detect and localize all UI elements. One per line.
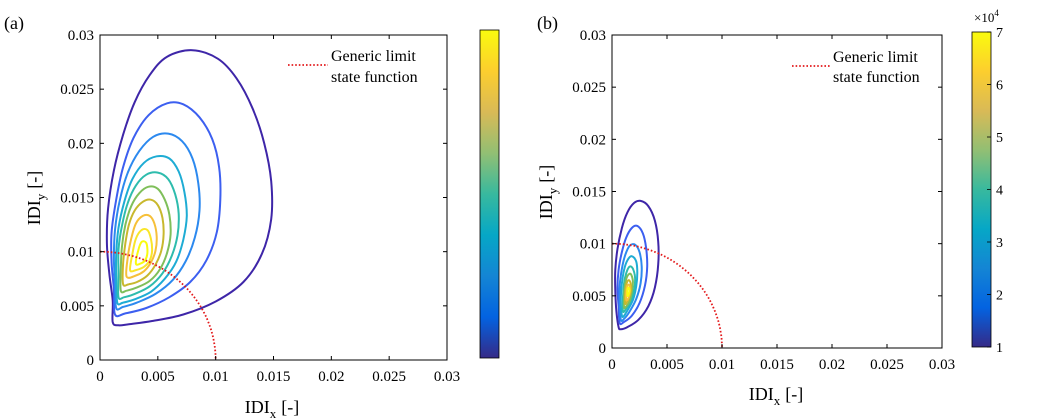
y-axis-label: IDIy[-]	[536, 165, 560, 219]
colorbar-tick-label: 6	[996, 79, 1003, 94]
x-tick-label: 0	[96, 369, 104, 385]
x-tick-label: 0.03	[929, 357, 955, 373]
panel-label: (b)	[537, 13, 558, 34]
x-axis-label: IDIx [-]	[749, 384, 803, 408]
contour-line	[128, 227, 154, 273]
x-tick-label: 0.01	[709, 357, 735, 373]
x-tick-label: 0.005	[650, 357, 684, 373]
y-axis-label: IDIy[-]	[24, 171, 48, 225]
colorbar-tick-label: 4	[996, 184, 1003, 199]
x-tick-label: 0.02	[318, 369, 344, 385]
contour-line	[134, 240, 149, 266]
x-tick-label: 0.03	[434, 369, 460, 385]
contour-line	[110, 101, 222, 318]
y-tick-label: 0.01	[580, 237, 606, 253]
y-tick-label: 0.03	[68, 28, 94, 44]
x-tick-label: 0.015	[257, 369, 291, 385]
y-tick-label: 0.025	[60, 82, 94, 98]
contour-line	[619, 255, 639, 319]
legend-line-2: state function	[331, 69, 418, 86]
x-tick-label: 0.02	[819, 357, 845, 373]
contour-line	[121, 198, 165, 287]
contour-line	[105, 49, 274, 327]
colorbar-tick-label: 3	[996, 236, 1003, 251]
limit-state-line	[612, 242, 723, 348]
y-tick-label: 0.015	[60, 191, 94, 207]
legend-line-1: Generic limit	[331, 48, 416, 65]
colorbar-tick-label: 2	[996, 289, 1003, 304]
panel-label: (a)	[4, 13, 24, 34]
panel-b: (b) 0 0.005 0.01 0.015 0.02 0.025 0.03 00.0050…	[536, 8, 1003, 408]
y-tick-label: 0.02	[580, 132, 606, 148]
colorbar: 1 2 3 4 5 6 7 ×104	[971, 8, 1003, 356]
x-tick-label: 0.005	[141, 369, 175, 385]
colorbar	[479, 29, 500, 359]
x-axis-label: IDIx [-]	[245, 397, 299, 419]
y-tick-label: 0	[599, 341, 607, 357]
contour-line	[616, 224, 649, 326]
limit-state-curve	[100, 250, 217, 361]
y-tick-label: 0.02	[68, 136, 94, 152]
legend: Generic limit state function	[288, 48, 418, 86]
y-axis-ticks: 0 0.005 0.01 0.015 0.02 0.025 0.03	[572, 28, 942, 357]
contour-line	[624, 279, 632, 306]
x-tick-label: 0.01	[203, 369, 229, 385]
panel-a: (a) 0 0.005 0.01 0.015 0.02 0.025 0.03 00.0050…	[4, 13, 500, 419]
colorbar-tick-label: 1	[996, 341, 1003, 356]
colorbar-ticks: 1 2 3 4 5 6 7	[987, 26, 1003, 356]
limit-state-line	[100, 250, 217, 361]
y-tick-label: 0.025	[572, 80, 606, 96]
y-tick-label: 0	[87, 353, 95, 369]
legend-line-2: state function	[833, 69, 920, 86]
contour-line	[626, 286, 631, 298]
colorbar-tick-label: 7	[996, 26, 1003, 41]
contour-line	[614, 199, 660, 331]
x-axis-ticks: 0 0.005 0.01 0.015 0.02 0.025 0.03	[96, 35, 460, 385]
y-tick-label: 0.015	[572, 185, 606, 201]
y-tick-label: 0.01	[68, 245, 94, 261]
x-tick-label: 0.015	[760, 357, 794, 373]
contour-line	[114, 154, 188, 306]
legend-line-1: Generic limit	[833, 49, 918, 66]
colorbar-tick-label: 5	[996, 131, 1003, 146]
contour-line	[622, 272, 634, 310]
y-tick-label: 0.005	[572, 289, 606, 305]
x-tick-label: 0	[608, 357, 616, 373]
legend: Generic limit state function	[792, 49, 920, 86]
x-tick-label: 0.025	[870, 357, 904, 373]
colorbar-gradient	[479, 29, 500, 359]
contour-line	[117, 171, 180, 301]
contour-line	[125, 214, 158, 279]
contour-lines	[105, 49, 274, 327]
contour-line	[119, 185, 172, 294]
limit-state-curve	[612, 242, 723, 348]
x-axis-ticks: 0 0.005 0.01 0.015 0.02 0.025 0.03	[608, 35, 955, 373]
y-tick-label: 0.005	[60, 299, 94, 315]
y-axis-ticks: 0 0.005 0.01 0.015 0.02 0.025 0.03	[60, 28, 447, 369]
x-tick-label: 0.025	[372, 369, 406, 385]
contour-lines	[614, 199, 660, 331]
y-tick-label: 0.03	[580, 28, 606, 44]
contour-line	[112, 132, 201, 311]
colorbar-exponent: ×104	[974, 8, 999, 25]
contour-line	[618, 243, 643, 322]
